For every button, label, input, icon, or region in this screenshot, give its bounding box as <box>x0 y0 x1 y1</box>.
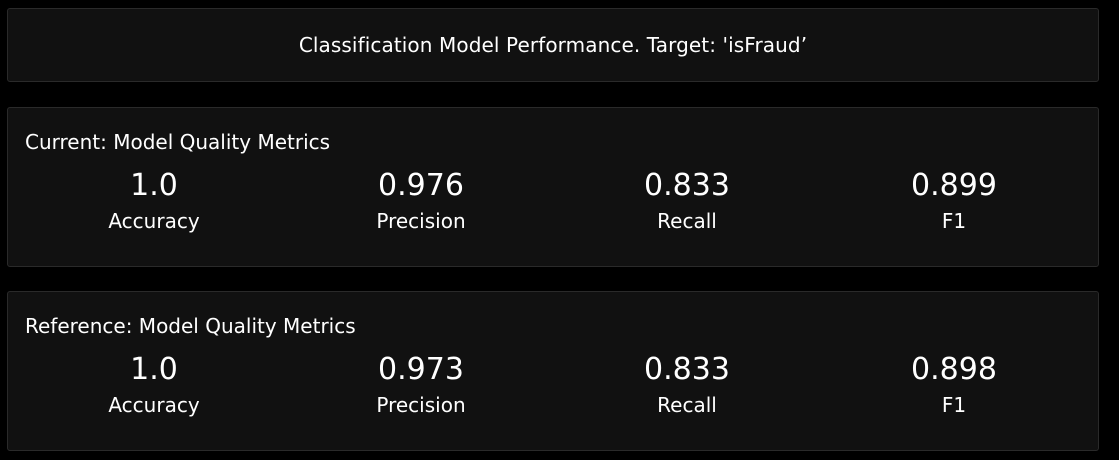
reference-accuracy-metric: 1.0 Accuracy <box>54 350 254 420</box>
reference-metrics-panel: Reference: Model Quality Metrics 1.0 Acc… <box>7 291 1099 451</box>
current-accuracy-metric: 1.0 Accuracy <box>54 166 254 236</box>
reference-f1-label: F1 <box>941 393 967 417</box>
title-panel: Classification Model Performance. Target… <box>7 8 1099 82</box>
reference-metrics-row: 1.0 Accuracy 0.973 Precision 0.833 Recal… <box>8 350 1098 430</box>
current-metrics-row: 1.0 Accuracy 0.976 Precision 0.833 Recal… <box>8 166 1098 246</box>
current-precision-value: 0.976 <box>378 168 464 203</box>
current-recall-label: Recall <box>657 209 717 233</box>
current-metrics-heading: Current: Model Quality Metrics <box>25 130 331 154</box>
current-accuracy-label: Accuracy <box>108 209 200 233</box>
reference-accuracy-label: Accuracy <box>108 393 200 417</box>
reference-recall-value: 0.833 <box>644 352 730 387</box>
current-precision-label: Precision <box>376 209 466 233</box>
reference-precision-metric: 0.973 Precision <box>321 350 521 420</box>
current-accuracy-value: 1.0 <box>130 168 178 203</box>
current-precision-metric: 0.976 Precision <box>321 166 521 236</box>
current-f1-value: 0.899 <box>911 168 997 203</box>
reference-recall-label: Recall <box>657 393 717 417</box>
reference-precision-value: 0.973 <box>378 352 464 387</box>
report-title: Classification Model Performance. Target… <box>298 33 808 57</box>
current-metrics-panel: Current: Model Quality Metrics 1.0 Accur… <box>7 107 1099 267</box>
reference-metrics-heading: Reference: Model Quality Metrics <box>25 314 356 338</box>
current-f1-metric: 0.899 F1 <box>854 166 1054 236</box>
reference-precision-label: Precision <box>376 393 466 417</box>
current-recall-metric: 0.833 Recall <box>587 166 787 236</box>
reference-f1-value: 0.898 <box>911 352 997 387</box>
current-recall-value: 0.833 <box>644 168 730 203</box>
reference-f1-metric: 0.898 F1 <box>854 350 1054 420</box>
reference-accuracy-value: 1.0 <box>130 352 178 387</box>
current-f1-label: F1 <box>941 209 967 233</box>
reference-recall-metric: 0.833 Recall <box>587 350 787 420</box>
